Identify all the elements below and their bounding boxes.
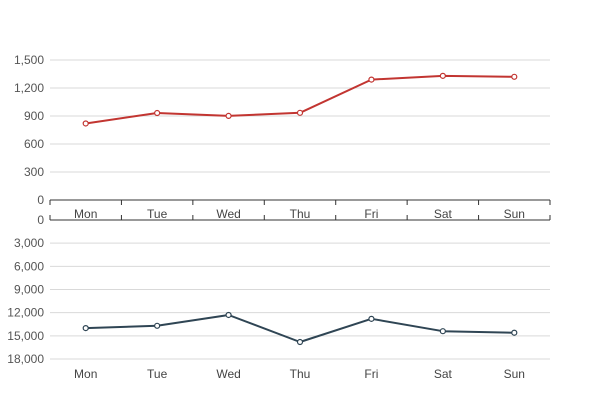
y-tick-label: 300 [24,165,44,179]
x-tick-label: Sat [434,207,453,221]
y-tick-label: 0 [37,213,44,227]
data-point [368,76,375,83]
x-tick-label: Sun [504,207,525,221]
y-tick-label: 0 [37,193,44,207]
x-tick-label: Wed [216,207,240,221]
data-point [439,72,446,79]
chart-panel-2: 0 3,000 6,000 9,000 12,000 15,000 18,000 Mon Tue… [7,213,551,381]
y-tick-label: 15,000 [7,329,44,343]
x-tick-label: Fri [364,367,378,381]
x-tick-label: Thu [290,367,311,381]
data-point [82,325,89,332]
x-tick-label: Tue [147,367,168,381]
data-point [154,109,161,117]
data-point [511,329,518,336]
x-tick-label: Mon [74,207,97,221]
data-point [368,315,375,322]
y-tick-label: 9,000 [14,283,44,297]
y-tick-label: 3,000 [14,236,44,250]
y-tick-label: 6,000 [14,259,44,273]
y-tick-label: 18,000 [7,352,44,366]
y-tick-label: 1,200 [14,81,44,95]
data-point [225,112,232,120]
x-tick-label: Fri [364,207,378,221]
x-tick-label: Thu [290,207,311,221]
data-point [296,338,304,346]
x-tick-label: Sun [504,367,525,381]
y-tick-label: 1,500 [14,53,44,67]
chart-panel-1: 0 300 600 900 1,200 1,500 Mon Tue Wed Thu Fri Sat Su… [14,53,551,221]
data-point [82,120,89,127]
x-tick-label: Wed [216,367,240,381]
data-point [296,109,304,116]
x-tick-label: Sat [434,367,453,381]
data-point [225,311,232,319]
series-line [85,314,515,343]
y-tick-label: 12,000 [7,306,44,320]
y-tick-label: 600 [24,137,44,151]
x-tick-label: Mon [74,367,97,381]
data-point [439,328,446,335]
data-point [154,322,161,329]
x-tick-label: Tue [147,207,168,221]
data-point [511,73,518,80]
y-tick-label: 900 [24,109,44,123]
